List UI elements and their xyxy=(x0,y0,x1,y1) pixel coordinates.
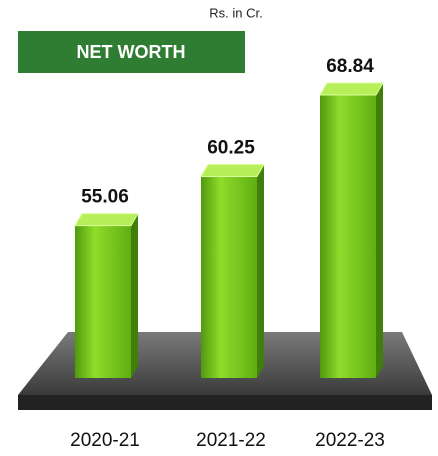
value-label: 60.25 xyxy=(207,137,255,158)
bar-top xyxy=(74,213,139,227)
bar-side xyxy=(376,82,383,379)
x-tick-label: 2021-22 xyxy=(196,430,266,451)
x-tick-label: 2020-21 xyxy=(70,430,140,451)
bar-side xyxy=(131,213,138,378)
value-label: 55.06 xyxy=(81,187,129,208)
title-box xyxy=(18,31,245,73)
bar-side xyxy=(257,164,264,378)
bar-top xyxy=(200,163,265,177)
bar xyxy=(320,94,376,379)
bar xyxy=(201,176,257,378)
chart-title: NET WORTH xyxy=(77,42,186,62)
unit-note: Rs. in Cr. xyxy=(209,5,262,20)
platform-edge xyxy=(18,395,432,410)
x-tick-label: 2022-23 xyxy=(315,430,385,451)
bar xyxy=(75,225,131,378)
value-label: 68.84 xyxy=(326,56,374,77)
bar-top xyxy=(319,82,384,96)
